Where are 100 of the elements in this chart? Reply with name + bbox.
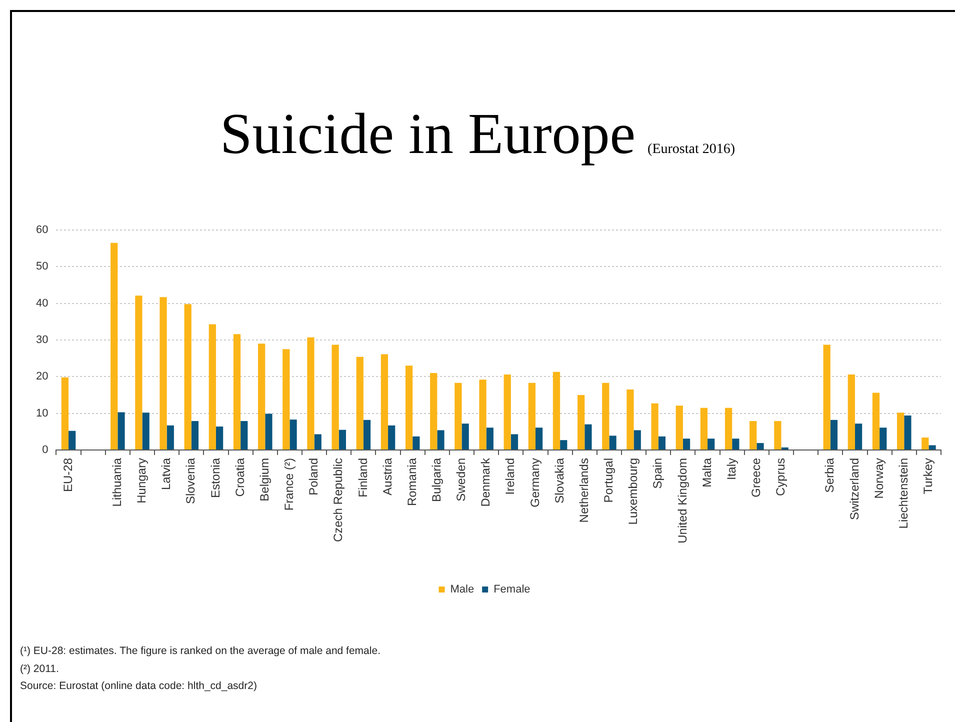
bar	[118, 412, 125, 450]
bar	[486, 428, 494, 450]
bar	[584, 424, 592, 450]
bar	[848, 374, 855, 450]
x-tick-label: United Kingdom	[675, 458, 690, 544]
bar	[750, 421, 757, 450]
text: (¹) EU-28: estimates. The figure is ranked on the average of male and female.	[20, 644, 380, 659]
x-tick-label: Luxembourg	[626, 458, 640, 525]
x-tick-label: Slovenia	[184, 458, 198, 504]
source-note: Source: Eurostat (online data code: hlth_cd_asdr2)	[20, 679, 258, 694]
x-tick-label: Cyprus	[774, 458, 788, 496]
bar	[830, 420, 838, 450]
bar	[578, 395, 585, 450]
chart-title: Suicide in Europe	[220, 101, 636, 166]
bar	[363, 420, 371, 450]
bar	[504, 374, 511, 450]
bar	[290, 420, 297, 450]
bar	[682, 438, 690, 450]
y-tick-label: 60	[36, 224, 48, 236]
bar	[904, 416, 912, 450]
x-tick-label: Netherlands	[576, 458, 591, 523]
bar	[191, 421, 199, 450]
bar	[535, 428, 543, 450]
bar	[68, 430, 76, 450]
bar	[332, 344, 339, 450]
bar	[510, 434, 518, 450]
x-tick-label: Belgium	[257, 458, 272, 502]
bar	[560, 440, 568, 450]
x-tick-label: Denmark	[478, 457, 493, 507]
x-tick-label: Slovakia	[552, 458, 566, 504]
legend-label: Male	[450, 584, 474, 596]
x-tick-label: Finland	[356, 458, 370, 498]
bar	[479, 380, 486, 450]
bar	[380, 354, 388, 450]
x-tick-label: Czech Republic	[331, 458, 346, 542]
bar	[602, 382, 610, 450]
bar	[609, 436, 616, 450]
bar	[634, 430, 641, 450]
bar	[732, 438, 740, 450]
bar	[872, 392, 880, 450]
bar	[166, 425, 174, 450]
x-tick-label: Malta	[700, 458, 714, 488]
chart-subtitle: (Eurostat 2016)	[648, 142, 736, 157]
x-tick-label: Switzerland	[847, 458, 862, 520]
bar	[160, 297, 167, 450]
bar	[184, 304, 192, 450]
bar	[756, 443, 764, 450]
bar	[208, 324, 216, 450]
x-tick-label: Greece	[748, 458, 763, 498]
bar	[823, 344, 830, 450]
bar	[651, 403, 658, 450]
bar	[356, 356, 364, 450]
x-tick-label: Spain	[650, 458, 665, 489]
y-tick-label: 30	[36, 334, 48, 346]
bar	[724, 408, 732, 450]
y-tick-label: 0	[42, 444, 48, 456]
bar	[552, 372, 560, 450]
y-tick-label: 50	[36, 260, 48, 273]
bar	[388, 425, 396, 450]
bar	[110, 242, 118, 450]
x-tick-label: Romania	[404, 458, 419, 506]
bar	[528, 382, 536, 450]
bar	[265, 414, 272, 450]
x-tick-label: Norway	[872, 458, 886, 499]
bar	[928, 445, 936, 450]
bar	[314, 434, 322, 450]
bar	[437, 430, 444, 450]
bar	[240, 421, 248, 450]
x-tick-label: France (²)	[282, 458, 296, 511]
bar	[462, 424, 469, 450]
bar	[922, 438, 929, 450]
bar	[405, 366, 413, 450]
x-tick-label: Croatia	[232, 458, 247, 497]
bar	[430, 373, 438, 450]
y-tick-label: 20	[36, 370, 48, 383]
x-tick-label: Germany	[528, 458, 542, 508]
text: (²) 2011.	[20, 662, 60, 676]
bar	[216, 426, 224, 450]
bar	[307, 337, 314, 450]
bar	[61, 377, 69, 450]
bar	[700, 408, 708, 450]
bar	[454, 382, 462, 450]
x-tick-label: Bulgaria	[429, 458, 444, 502]
bar	[626, 390, 634, 450]
bar	[338, 430, 346, 450]
x-tick-label: Turkey	[921, 458, 936, 494]
bar	[135, 296, 142, 450]
bar	[676, 406, 683, 450]
x-tick-label: Ireland	[503, 458, 518, 495]
x-tick-label: Portugal	[602, 458, 616, 503]
bar	[880, 428, 887, 450]
y-tick-label: 40	[36, 297, 48, 310]
legend-label: Female	[494, 584, 530, 596]
bar	[142, 412, 150, 450]
x-tick-label: EU-28	[60, 458, 75, 492]
bar	[233, 334, 241, 450]
x-tick-label: Lithuania	[110, 458, 124, 507]
bar	[774, 421, 782, 450]
x-tick-label: Sweden	[454, 458, 468, 502]
x-tick-label: Serbia	[822, 458, 837, 493]
